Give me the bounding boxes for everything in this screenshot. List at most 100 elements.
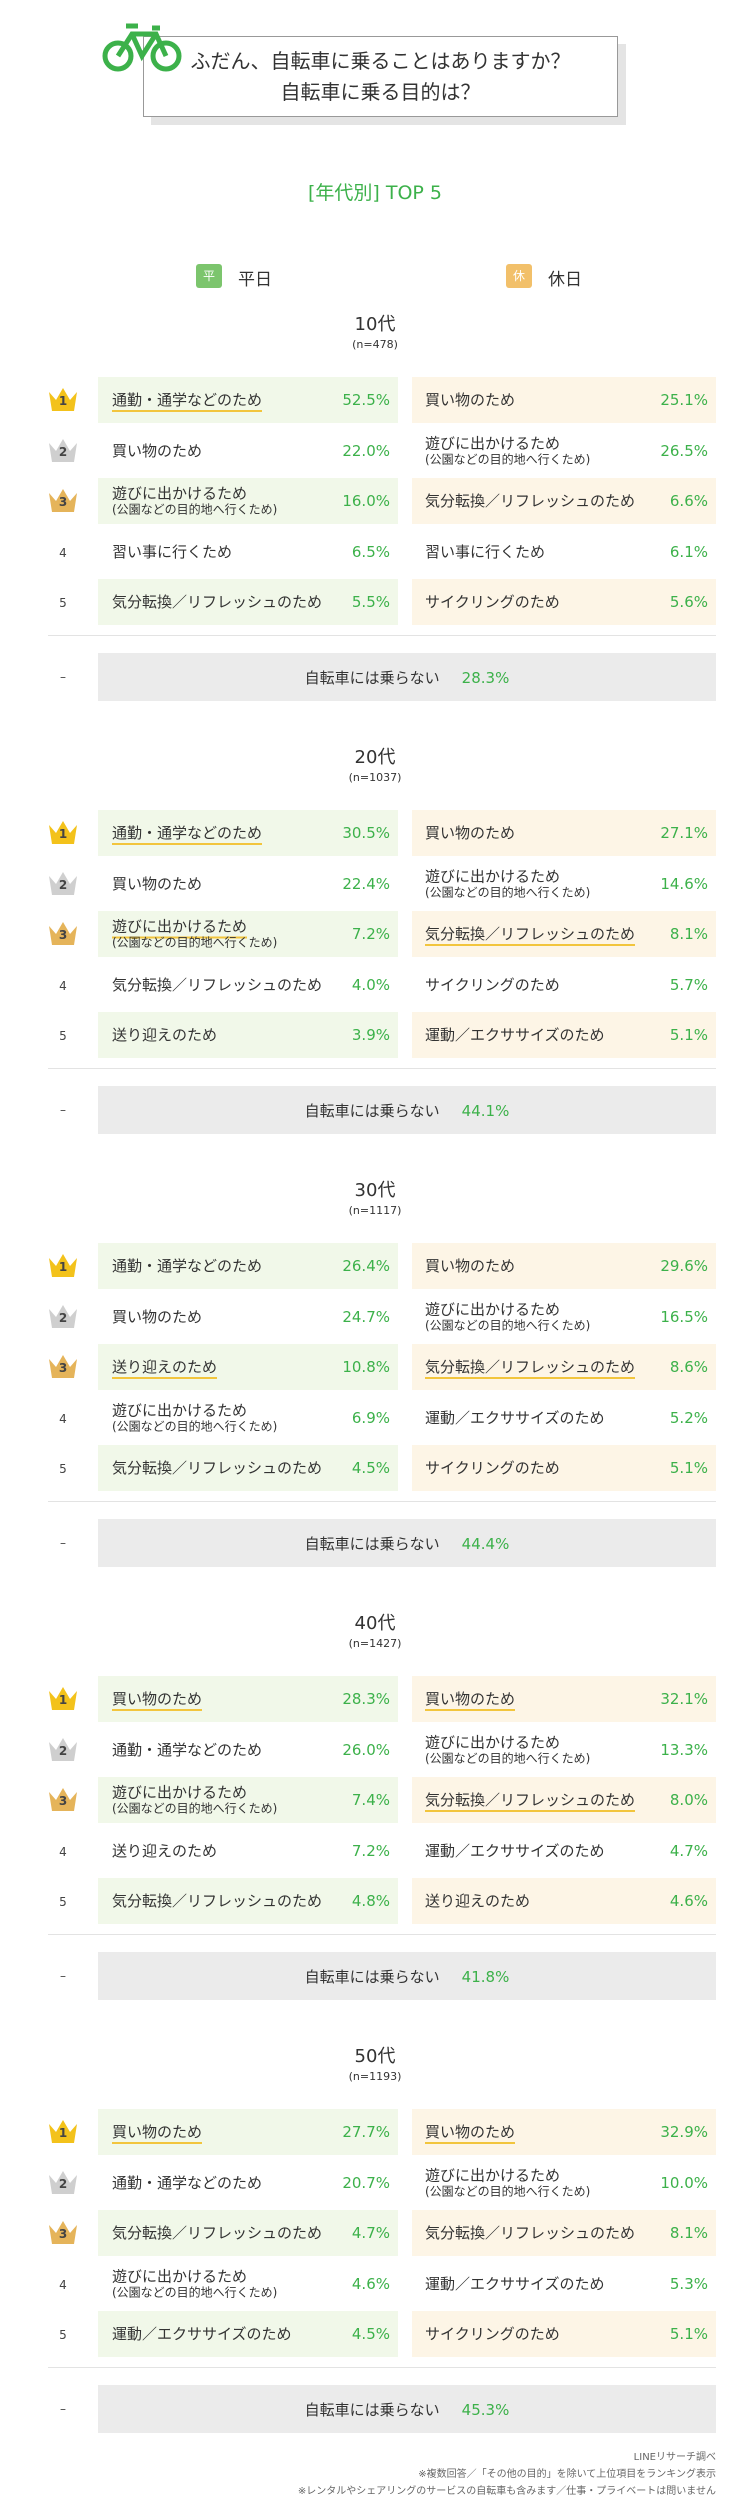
crown [49,1355,77,1378]
ranking-cell: 送り迎えのため 10.8% [98,1344,398,1390]
ranking-cell: 送り迎えのため 7.2% [98,1827,398,1874]
crown [49,2120,77,2143]
rank-number: 1 [58,827,68,841]
item-text: 運動／エクササイズのため [425,1408,605,1427]
ranking-cell: 買い物のため 28.3% [98,1676,398,1722]
rank-number: – [60,1536,66,1550]
none-box: 自転車には乗らない 45.3% [98,2385,716,2433]
rank-number: 2 [58,444,68,459]
ranking-cell: 運動／エクササイズのため 4.5% [98,2311,398,2357]
ranking-cell: 遊びに出かけるため (公園などの目的地へ行くため) 7.4% [98,1777,398,1823]
item-label: 気分転換／リフレッシュのため [425,1358,636,1379]
item-text: 気分転換／リフレッシュのため [112,1892,323,1910]
title: ふだん、自転車に乗ることはありますか？ 自転車に乗る目的は？ [143,46,618,108]
item-value: 6.1% [669,542,708,561]
crown-shape [49,871,77,895]
item-text: サイクリングのため [425,2325,560,2343]
item-text: 気分転換／リフレッシュのため [112,593,323,611]
item-label: サイクリングのため [425,1459,560,1477]
crown [49,489,77,512]
rank-number: 1 [58,2126,68,2140]
ranking-cell: 買い物のため 24.7% [98,1293,398,1340]
item-text: 通勤・通学などのため [112,2173,263,2192]
crown-shape [49,1788,77,1811]
item-label: 買い物のため [425,2123,516,2144]
item-label: 送り迎えのため [112,1842,217,1860]
item-label: 遊びに出かけるため (公園などの目的地へ行くため) [112,1784,277,1817]
rank-number: 3 [58,1361,68,1375]
item-text: 気分転換／リフレッシュのため [425,1791,636,1812]
item-label: 買い物のため [112,1690,203,1711]
ranking-cell: 運動／エクササイズのため 4.7% [412,1827,716,1874]
crown [49,1737,77,1761]
item-value: 7.2% [351,925,390,943]
item-value: 5.7% [669,975,708,994]
item-value: 5.3% [669,2274,708,2293]
ranking-cell: 遊びに出かけるため (公園などの目的地へ行くため) 16.0% [98,478,398,524]
none-label: 自転車には乗らない [304,1968,440,1986]
item-value: 52.5% [342,391,390,409]
none-label: 自転車には乗らない [304,2401,440,2419]
ranking-cell: サイクリングのため 5.1% [412,2311,716,2357]
item-value: 28.3% [342,1690,390,1708]
ranking-cell: 買い物のため 27.7% [98,2109,398,2155]
item-text: 遊びに出かけるため [425,434,561,452]
item-text: 運動／エクササイズのため [425,1841,605,1860]
crown [49,438,77,462]
item-label: 通勤・通学などのため [112,1741,262,1759]
ranking-cell: 気分転換／リフレッシュのため 4.0% [98,961,398,1008]
item-value: 4.5% [351,2325,390,2343]
item-text: 買い物のため [425,2123,516,2144]
none-row: 自転車には乗らない 41.8% [98,1966,716,1987]
item-value: 6.9% [351,1408,390,1427]
ranking-cell: 通勤・通学などのため 30.5% [98,810,398,856]
crown-shape [49,1737,77,1761]
item-text: サイクリングのため [425,975,560,994]
rank-number: – [60,1103,66,1117]
item-label: 習い事に行くため [112,543,232,561]
crown [49,871,77,895]
divider [48,1501,716,1502]
item-label: 遊びに出かけるため (公園などの目的地へ行くため) [112,2267,277,2300]
item-value: 4.8% [351,1892,390,1910]
item-label: 遊びに出かけるため (公園などの目的地へ行くため) [112,485,277,518]
ranking-cell: 買い物のため 29.6% [412,1243,716,1289]
title-line: 自転車に乗る目的は？ [280,80,481,104]
item-value: 10.8% [342,1358,390,1376]
rank-number: 1 [58,394,68,408]
title-line: ふだん、自転車に乗ることはありますか？ [190,49,571,73]
ranking-cell: 気分転換／リフレッシュのため 8.6% [412,1344,716,1390]
item-label: 送り迎えのため [112,1026,217,1044]
crown-shape [49,922,77,945]
footer-note: ※複数回答／「その他の目的」を除いて上位項目をランキング表示 [418,2469,716,2480]
item-value: 6.6% [669,492,708,510]
item-value: 5.6% [669,593,708,611]
item-value: 24.7% [342,1307,390,1326]
item-label: 遊びに出かけるため (公園などの目的地へ行くため) [425,434,590,467]
item-text: 習い事に行くため [425,542,546,561]
ranking-cell: 気分転換／リフレッシュのため 8.0% [412,1777,716,1823]
item-value: 5.2% [669,1408,708,1427]
item-label: サイクリングのため [425,976,560,994]
rank-number: 5 [59,596,67,610]
rank-number: 3 [58,1794,68,1808]
rank-number: 3 [58,928,68,942]
rank-number: 5 [59,1462,67,1476]
item-value: 26.5% [660,441,708,460]
item-label: 気分転換／リフレッシュのため [112,2224,322,2242]
item-value: 16.0% [342,492,390,510]
item-text: 習い事に行くため [112,542,233,561]
ranking-cell: 遊びに出かけるため (公園などの目的地へ行くため) 16.5% [412,1293,716,1340]
crown-shape [49,1304,77,1328]
rank-number: 5 [59,2328,67,2342]
none-label: 自転車には乗らない [304,1535,440,1553]
crown-shape [49,438,77,462]
crown-shape [49,1355,77,1378]
item-text: サイクリングのため [425,593,560,611]
section-n: (n=1037) [348,771,402,784]
ranking-cell: 買い物のため 22.4% [98,860,398,907]
item-text: 買い物のため [112,2123,203,2144]
item-value: 4.7% [351,2224,390,2242]
ranking-cell: 遊びに出かけるため (公園などの目的地へ行くため) 6.9% [98,1394,398,1441]
crown [49,1687,77,1710]
